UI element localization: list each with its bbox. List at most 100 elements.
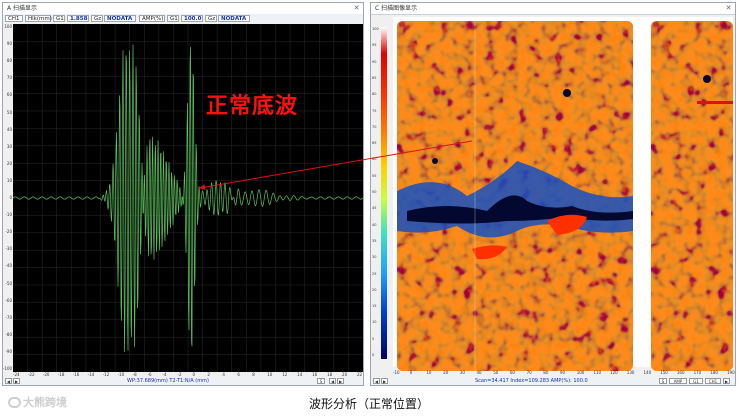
ascan-x-tick: -8 [132, 372, 137, 377]
colorbar-tick: 25 [372, 271, 377, 276]
ascan-x-tick: -20 [42, 372, 50, 377]
colorbar-tick: 60 [372, 157, 377, 162]
colorbar-tick: 75 [372, 108, 377, 113]
ascan-x-tick: 20 [342, 372, 348, 377]
cscan-panel-main[interactable] [397, 21, 633, 371]
ascan-plot[interactable] [12, 24, 364, 372]
ascan-x-tick: 6 [237, 372, 240, 377]
ascan-y-axis: 100 90 80 70 60 50 40 30 20 10 0 -10 -20 -30 -40 -50 -60… [3, 24, 13, 372]
cscan-scroll-right-icon[interactable]: ▶ [381, 378, 388, 384]
ascan-x-tick: -24 [13, 372, 20, 377]
cscan-x-tick: 10 [426, 370, 432, 375]
cscan-window: C 扫描图像显示 ✕ 100 95 90 85 80 75 70 65 60 55 50 45 40 35… [370, 2, 736, 386]
cscan-x-tick: 40 [476, 370, 482, 375]
cscan-statusbar: ◀ ▶ Scan=34.417 Index=109.283 AMP(%): 10… [371, 377, 735, 385]
cscan-s-button[interactable]: S [659, 378, 667, 384]
colorbar-tick: 5 [372, 336, 375, 341]
ascan-y-tick: 40 [6, 126, 12, 132]
ascan-next-icon[interactable]: ▶ [337, 378, 344, 384]
ascan-x-tick: 2 [207, 372, 210, 377]
ascan-y-tick: -90 [5, 348, 12, 354]
ascan-y-tick: 100 [4, 24, 12, 29]
cscan-titlebar: C 扫描图像显示 ✕ [371, 3, 735, 15]
cscan-g1-button[interactable]: G1 [689, 378, 703, 384]
ascan-x-tick: -10 [117, 372, 125, 377]
cscan-x-tick: 50 [493, 370, 499, 375]
cscan-secondary-image [651, 21, 733, 371]
cscan-panel-secondary[interactable] [651, 21, 733, 371]
cscan-x-tick: 140 [643, 370, 652, 375]
cscan-x-axis: -10 0 10 20 30 40 50 60 70 80 90 100 110 120 130 140 150… [393, 370, 735, 376]
gate1-value: 1.858 [67, 15, 89, 22]
ascan-y-tick: -80 [5, 331, 12, 337]
ascan-x-tick: 14 [297, 372, 303, 377]
ascan-x-tick: -16 [72, 372, 80, 377]
ascan-statusbar: ◀ ▶ WP:37.689(mm) T2-T1:N/A (mm) S ◀ ▶ [3, 377, 363, 385]
ascan-x-tick: -12 [102, 372, 110, 377]
ascan-y-tick: 50 [6, 109, 12, 115]
gz1-value: NODATA [104, 15, 136, 22]
amplitude-colorbar [381, 27, 387, 359]
cscan-x-tick: 30 [459, 370, 465, 375]
ascan-x-tick: 12 [282, 372, 288, 377]
colorbar-tick: 85 [372, 75, 377, 80]
gate2-value: 100.0 [181, 15, 203, 22]
cscan-x-tick: 100 [576, 370, 585, 375]
cscan-main-image [397, 21, 633, 371]
cscan-ch1-button[interactable]: CH1 [705, 378, 721, 384]
cscan-x-tick: 110 [593, 370, 602, 375]
colorbar-tick: 50 [372, 190, 377, 194]
ascan-x-tick: -6 [147, 372, 152, 377]
cscan-next-icon[interactable]: ▶ [723, 378, 730, 384]
ascan-s-button[interactable]: S [317, 378, 325, 384]
ascan-x-tick: 22 [357, 372, 363, 377]
unit-select[interactable]: Hlk(mm) [25, 15, 52, 22]
cscan-amp-button[interactable]: AMP [669, 378, 687, 384]
cscan-x-tick: 160 [676, 370, 685, 375]
cscan-x-tick: 0 [409, 370, 413, 375]
ascan-x-tick: -22 [27, 372, 35, 377]
colorbar-tick: 20 [372, 287, 377, 292]
ascan-x-tick: -4 [162, 372, 167, 377]
channel-select[interactable]: CH1 [5, 15, 23, 22]
cscan-x-tick: 130 [626, 370, 635, 375]
ascan-x-tick: 0 [192, 372, 196, 377]
colorbar-tick: 30 [372, 255, 377, 260]
ascan-y-tick: -20 [5, 229, 12, 235]
close-icon[interactable]: ✕ [353, 4, 360, 12]
ascan-y-tick: -30 [5, 246, 12, 252]
cscan-image-area[interactable] [393, 17, 733, 371]
ascan-x-axis: -24 -22 -20 -18 -16 -14 -12 -10 -8 -6 -4 -2 0 2 4 6 8 10 1… [13, 372, 363, 378]
ascan-prev-icon[interactable]: ◀ [329, 378, 336, 384]
normal-backwall-label: 正常底波 [206, 94, 299, 119]
ascan-title: A 扫描显示 [7, 5, 38, 12]
colorbar-tick: 65 [372, 141, 377, 146]
ascan-x-tick: 10 [267, 372, 273, 377]
ascan-y-tick: 60 [6, 92, 12, 98]
ascan-x-tick: -18 [57, 372, 65, 377]
ascan-window: A 扫描显示 ✕ CH1 Hlk(mm) G1 1.858 Gz NODATA … [2, 2, 364, 386]
colorbar-tick: 55 [372, 173, 377, 178]
cscan-x-tick: 180 [710, 370, 718, 375]
gate1-label: G1 [53, 15, 65, 22]
scroll-right-icon[interactable]: ▶ [13, 378, 20, 384]
close-icon[interactable]: ✕ [725, 4, 732, 12]
colorbar-tick: 80 [372, 92, 377, 97]
ascan-y-tick: -10 [5, 212, 12, 218]
ascan-y-tick: 90 [6, 41, 12, 47]
cscan-scroll-left-icon[interactable]: ◀ [373, 378, 380, 384]
colorbar-tick: 100 [372, 27, 379, 31]
ascan-y-tick: -40 [5, 263, 12, 269]
ascan-x-tick: 18 [327, 372, 333, 377]
cscan-x-tick: 80 [543, 370, 549, 375]
gz1-label: Gz [91, 15, 103, 22]
scroll-left-icon[interactable]: ◀ [5, 378, 12, 384]
ascan-y-tick: -70 [5, 314, 12, 320]
cscan-title: C 扫描图像显示 [375, 5, 418, 12]
colorbar-tick: 70 [372, 124, 377, 129]
ascan-y-tick: 20 [6, 160, 12, 166]
colorbar-tick: 45 [372, 206, 377, 211]
ascan-y-tick: 10 [6, 177, 12, 183]
colorbar-tick: 15 [372, 304, 377, 309]
ascan-waveform [12, 44, 364, 353]
